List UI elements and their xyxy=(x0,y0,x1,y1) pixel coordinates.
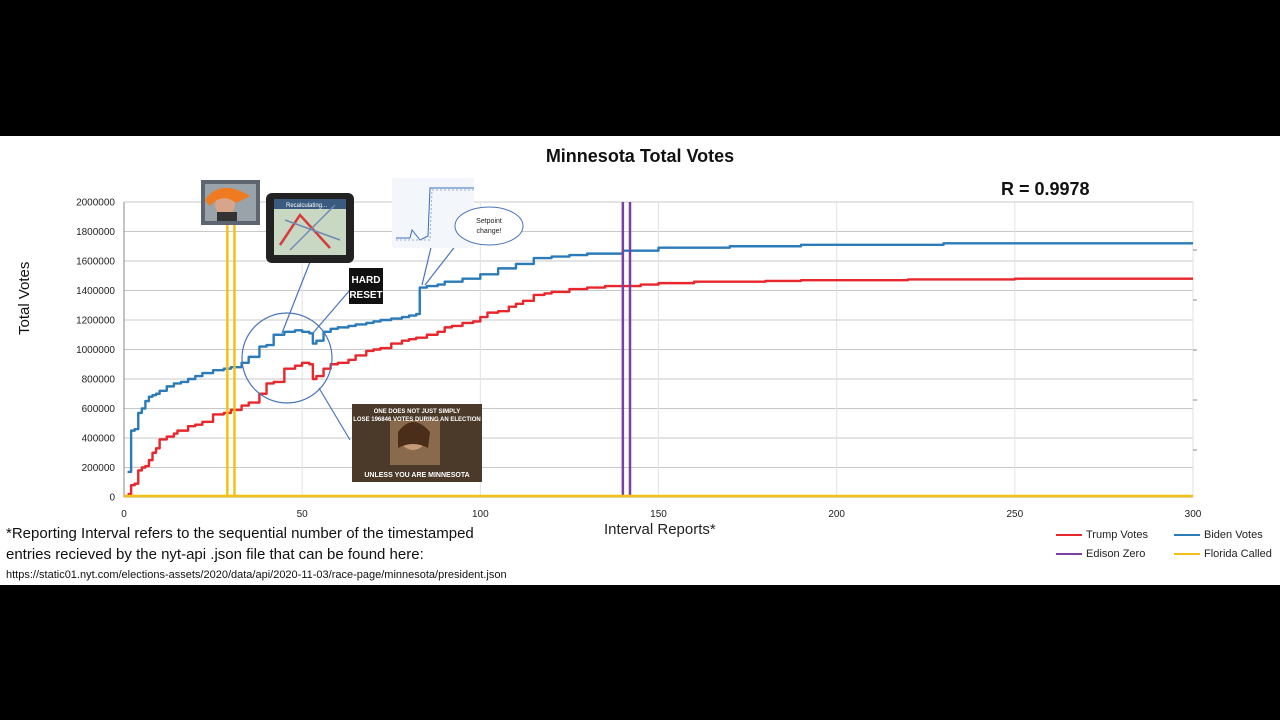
hard-reset-line1: HARD xyxy=(352,275,381,286)
zoom-circle xyxy=(241,312,333,404)
y-tick-label: 1800000 xyxy=(76,227,115,238)
x-tick-label: 100 xyxy=(472,509,489,520)
hard-reset-line2: RESET xyxy=(349,290,382,301)
person-photo-inset xyxy=(201,180,260,225)
y-tick-label: 1400000 xyxy=(76,286,115,297)
footnote-line2: entries recieved by the nyt-api .json fi… xyxy=(6,546,424,563)
legend-swatch-trump xyxy=(1056,534,1082,536)
source-url: https://static01.nyt.com/elections-asset… xyxy=(6,569,507,581)
x-tick-label: 0 xyxy=(121,509,127,520)
legend-label-edison: Edison Zero xyxy=(1086,548,1146,560)
x-tick-label: 200 xyxy=(828,509,845,520)
meme-bottom-line: UNLESS YOU ARE MINNESOTA xyxy=(364,472,469,479)
legend-swatch-florida xyxy=(1174,553,1200,555)
legend-swatch-edison xyxy=(1056,553,1082,555)
hard-reset-inset: HARD RESET xyxy=(349,268,383,304)
x-tick-label: 150 xyxy=(650,509,667,520)
chart-legend: Trump Votes Biden Votes Edison Zero Flor… xyxy=(1040,529,1280,569)
setpoint-speech-bubble: Setpoint change! xyxy=(454,206,524,246)
bubble-line2: change! xyxy=(477,228,502,235)
gps-recalculating-text: Recalculating... xyxy=(286,203,327,209)
footnote-line1: *Reporting Interval refers to the sequen… xyxy=(6,525,474,542)
y-tick-label: 2000000 xyxy=(76,198,115,209)
meme-top-line2: LOSE 196846 VOTES DURING AN ELECTION xyxy=(353,417,480,423)
x-tick-label: 300 xyxy=(1185,509,1202,520)
legend-item-florida: Florida Called xyxy=(1174,548,1272,560)
x-axis-label: Interval Reports* xyxy=(604,521,716,538)
y-tick-label: 800000 xyxy=(82,375,116,386)
chart-title: Minnesota Total Votes xyxy=(545,146,735,166)
y-tick-label: 600000 xyxy=(82,404,116,415)
legend-item-edison: Edison Zero xyxy=(1056,548,1145,560)
y-tick-label: 1000000 xyxy=(76,345,115,356)
gps-device-inset: Recalculating... xyxy=(266,193,354,263)
x-tick-label: 250 xyxy=(1006,509,1023,520)
legend-label-biden: Biden Votes xyxy=(1204,529,1263,541)
y-tick-label: 200000 xyxy=(82,463,116,474)
r-value-label: R = 0.9978 xyxy=(1001,179,1090,199)
arrow-meme xyxy=(318,387,351,441)
tick-labels: 0 200000 400000 600000 800000 1000000 1200000 1… xyxy=(76,198,1202,521)
x-tick-label: 50 xyxy=(297,509,309,520)
series-trump-votes-line xyxy=(127,277,1193,496)
y-tick-label: 400000 xyxy=(82,434,116,445)
meme-top-line1: ONE DOES NOT JUST SIMPLY xyxy=(374,409,460,415)
legend-item-trump: Trump Votes xyxy=(1056,529,1148,541)
boromir-meme-inset: ONE DOES NOT JUST SIMPLY LOSE 196846 VOT… xyxy=(352,404,482,482)
y-tick-label: 0 xyxy=(109,493,115,504)
y-tick-label: 1600000 xyxy=(76,257,115,268)
y-tick-label: 1200000 xyxy=(76,316,115,327)
arrow-hard-reset xyxy=(312,289,351,334)
y-axis-label: Total Votes xyxy=(16,261,33,335)
legend-label-florida: Florida Called xyxy=(1204,548,1272,560)
legend-swatch-biden xyxy=(1174,534,1200,536)
legend-label-trump: Trump Votes xyxy=(1086,529,1148,541)
legend-item-biden: Biden Votes xyxy=(1174,529,1263,541)
arrow-gps xyxy=(281,261,311,334)
bubble-line1: Setpoint xyxy=(476,218,502,225)
